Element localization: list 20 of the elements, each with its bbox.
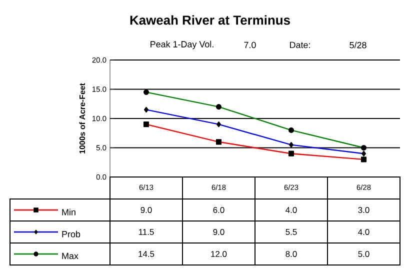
data-label: 12.0 [211,251,227,257]
data-label: 5.5 [286,229,297,235]
text: Peak 1-Day Vol. [150,40,214,50]
data-label: 3.0 [358,207,370,213]
data-label: 8.0 [286,251,297,257]
legend-label: Max [62,252,78,260]
data-label: 14.5 [138,251,154,257]
text: Date: [290,42,310,48]
data-label: 6.0 [213,207,224,213]
text: 5/28 [350,42,366,48]
data-label: 11.5 [138,229,154,235]
legend-label: Prob [62,230,80,238]
legend-label: Min [62,208,76,216]
chart-title: Kaweah River at Terminus [130,15,290,25]
data-label: 5.0 [358,251,370,257]
data-label: 9.0 [140,207,152,213]
data-label: 9.0 [213,229,224,235]
data-label: 4.0 [358,229,370,235]
text: 7.0 [244,42,256,48]
data-label: 4.0 [286,207,297,213]
